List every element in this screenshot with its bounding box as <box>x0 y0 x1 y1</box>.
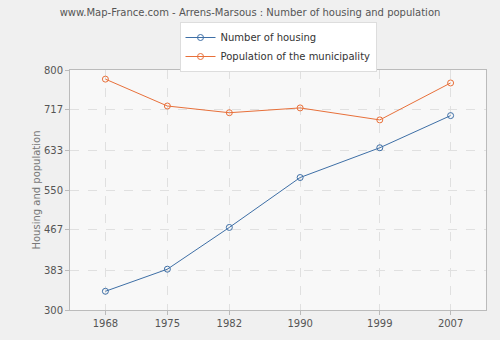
svg-text:Number of housing: Number of housing <box>221 32 317 43</box>
svg-text:www.Map-France.com - Arrens-Ma: www.Map-France.com - Arrens-Marsous : Nu… <box>60 7 441 18</box>
svg-text:467: 467 <box>44 224 63 235</box>
svg-text:1968: 1968 <box>93 318 118 329</box>
svg-text:Population of the municipality: Population of the municipality <box>221 51 371 62</box>
svg-text:300: 300 <box>44 305 63 316</box>
svg-text:1982: 1982 <box>217 318 242 329</box>
svg-text:1990: 1990 <box>287 318 312 329</box>
svg-text:800: 800 <box>44 65 63 76</box>
svg-text:383: 383 <box>44 265 63 276</box>
svg-text:1999: 1999 <box>367 318 392 329</box>
svg-text:550: 550 <box>44 185 63 196</box>
svg-text:2007: 2007 <box>438 318 463 329</box>
svg-text:633: 633 <box>44 145 63 156</box>
svg-text:Housing and population: Housing and population <box>31 130 42 249</box>
svg-text:717: 717 <box>44 104 63 115</box>
svg-text:1975: 1975 <box>155 318 180 329</box>
